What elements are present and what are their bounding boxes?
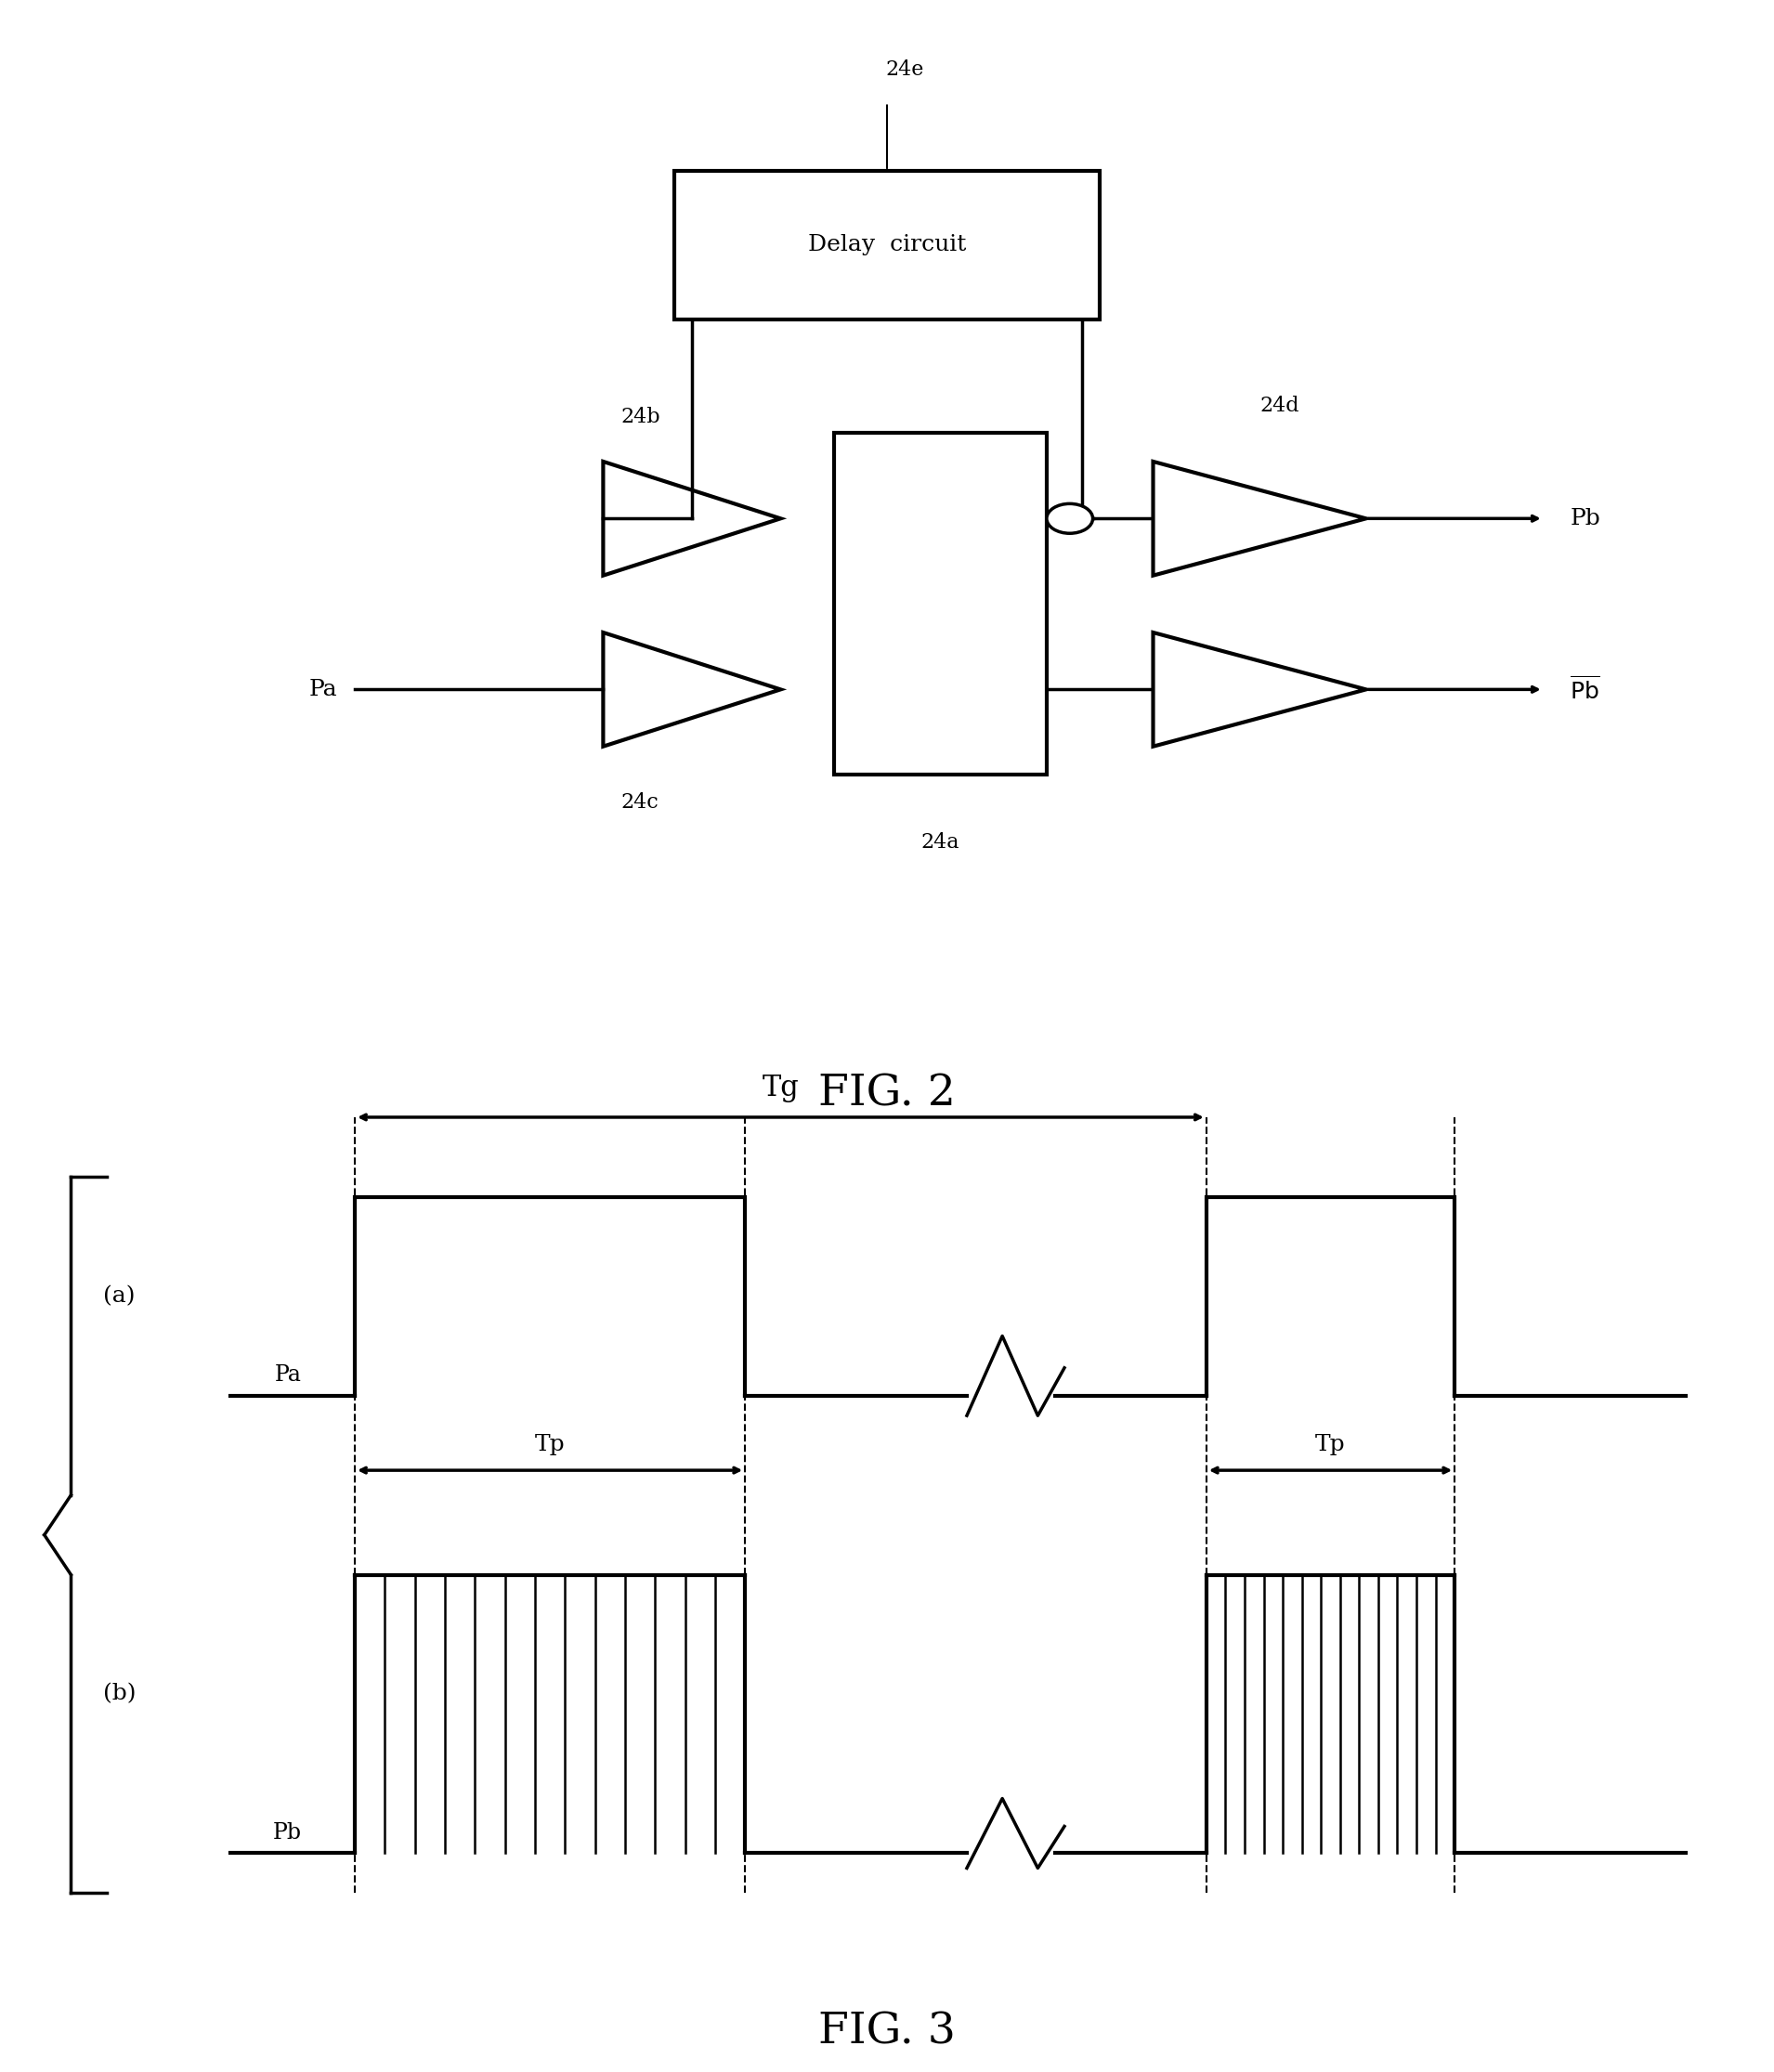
Text: $\overline{\mathrm{Pb}}$: $\overline{\mathrm{Pb}}$ bbox=[1570, 675, 1600, 702]
Text: FIG. 3: FIG. 3 bbox=[818, 2012, 956, 2053]
Text: Tp: Tp bbox=[1315, 1434, 1346, 1455]
Text: Pb: Pb bbox=[273, 1821, 302, 1844]
Bar bbox=[834, 433, 1047, 775]
Text: 24e: 24e bbox=[885, 60, 924, 79]
Polygon shape bbox=[1153, 462, 1366, 576]
Text: Delay  circuit: Delay circuit bbox=[807, 234, 967, 255]
Circle shape bbox=[1047, 503, 1093, 533]
Bar bbox=[674, 172, 1100, 319]
Polygon shape bbox=[1153, 632, 1366, 746]
Text: 24d: 24d bbox=[1260, 396, 1299, 416]
Text: Pa: Pa bbox=[309, 680, 337, 700]
Text: Tp: Tp bbox=[534, 1434, 566, 1455]
Text: (a): (a) bbox=[103, 1285, 135, 1307]
Text: FIG. 2: FIG. 2 bbox=[818, 1073, 956, 1115]
Text: Pa: Pa bbox=[275, 1363, 302, 1386]
Text: Tg: Tg bbox=[763, 1073, 798, 1102]
Polygon shape bbox=[603, 632, 781, 746]
Text: Pb: Pb bbox=[1570, 508, 1600, 528]
Text: 24b: 24b bbox=[621, 406, 660, 427]
Text: (b): (b) bbox=[103, 1682, 137, 1705]
Text: 24a: 24a bbox=[921, 831, 960, 852]
Polygon shape bbox=[603, 462, 781, 576]
Text: 24c: 24c bbox=[621, 792, 658, 812]
